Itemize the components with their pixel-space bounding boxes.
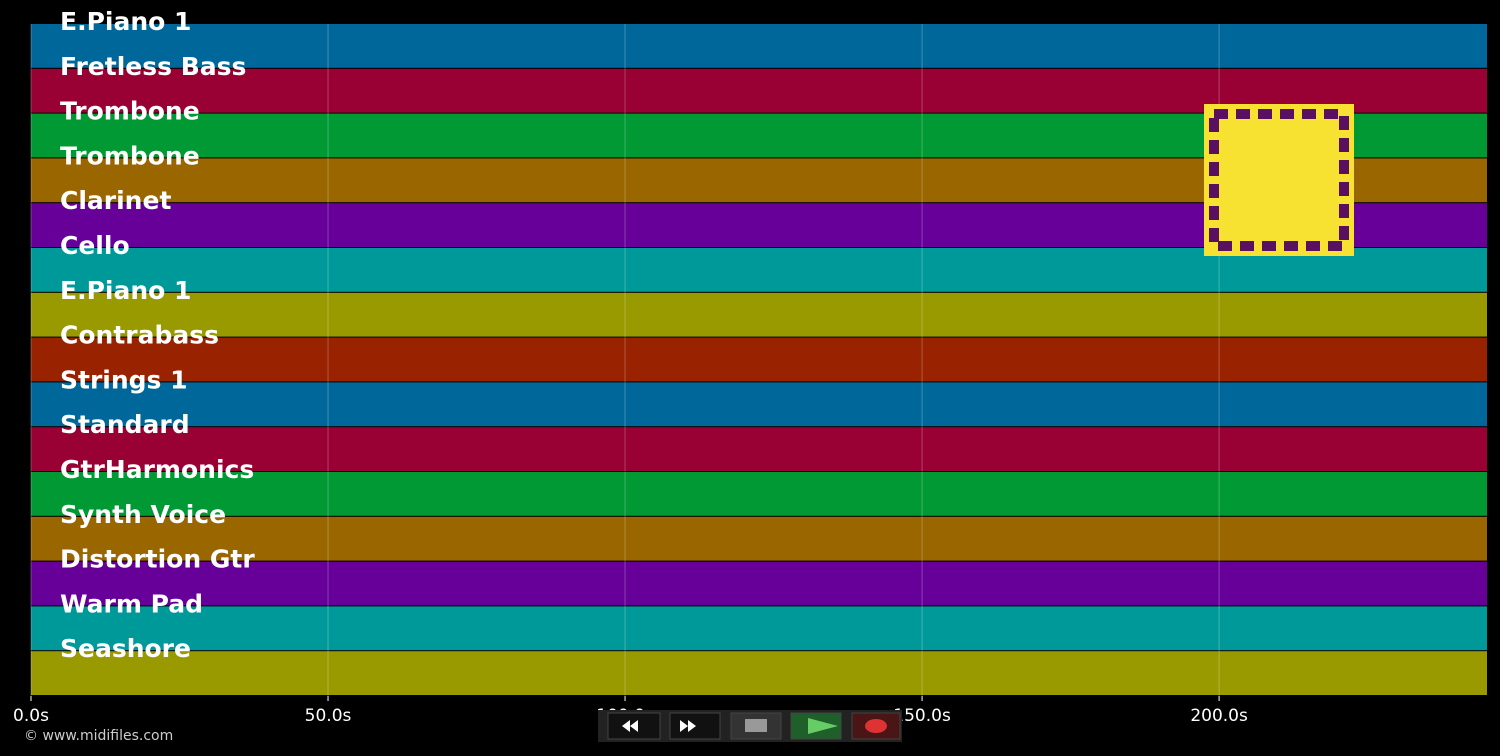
track-name: Seashore	[60, 634, 191, 663]
track-lane	[31, 651, 1487, 695]
track-lane	[31, 24, 1487, 68]
transport-controls	[598, 710, 902, 742]
track-lane	[31, 427, 1487, 471]
record-button[interactable]	[851, 712, 901, 740]
track-lane	[31, 516, 1487, 561]
track-name: Contrabass	[60, 321, 219, 350]
track-lane	[31, 382, 1487, 427]
forward-button[interactable]	[669, 712, 721, 740]
track-name: Strings 1	[60, 365, 188, 394]
track-name: Standard	[60, 410, 190, 439]
track-lane	[31, 337, 1487, 382]
track-lane	[31, 292, 1487, 337]
tick-label: 150.0s	[893, 706, 951, 726]
tick-label: 200.0s	[1190, 706, 1248, 726]
track-name: Warm Pad	[60, 589, 203, 618]
tick-label: 50.0s	[305, 706, 352, 726]
track-lane	[31, 606, 1487, 651]
track-name: Cello	[60, 231, 130, 260]
track-name: Distortion Gtr	[60, 545, 255, 574]
track-name: E.Piano 1	[60, 7, 191, 36]
track-lane	[31, 472, 1487, 516]
track-name: Synth Voice	[60, 500, 226, 529]
footer-credit: © www.midifiles.com	[24, 728, 173, 744]
track-name: Fretless Bass	[60, 52, 246, 81]
track-lane	[31, 561, 1487, 606]
stop-button[interactable]	[730, 712, 782, 740]
track-name: GtrHarmonics	[60, 455, 254, 484]
tick-label: 0.0s	[13, 706, 49, 726]
track-name: Trombone	[60, 141, 200, 170]
play-button[interactable]	[790, 712, 842, 740]
track-name: Trombone	[60, 97, 200, 126]
track-name: E.Piano 1	[60, 276, 191, 305]
rewind-button[interactable]	[607, 712, 661, 740]
qr-code	[1204, 104, 1354, 256]
track-name: Clarinet	[60, 186, 171, 215]
